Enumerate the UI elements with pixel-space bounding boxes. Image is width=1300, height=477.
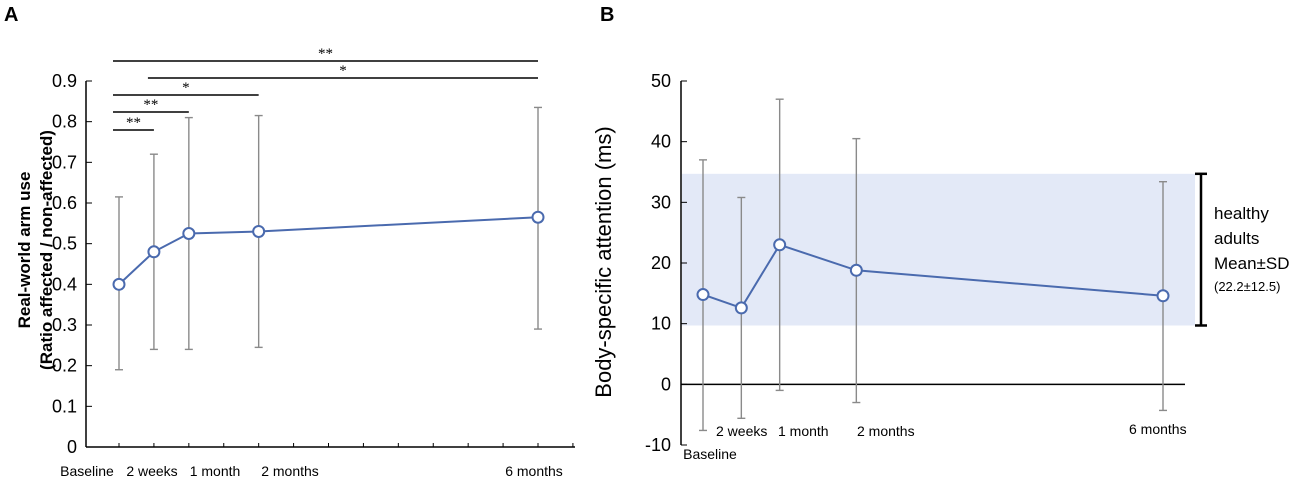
panel-a-significance-label: * — [339, 63, 347, 79]
panel-b-data-point — [849, 263, 863, 277]
panel-b-data-point — [773, 238, 787, 252]
panel-a-y-tick-label: 0.5 — [52, 234, 77, 254]
panel-b-y-label: Body-specific attention (ms) — [591, 126, 616, 397]
panel-a-data-point — [182, 227, 196, 240]
panel-a-y-tick-label: 0.8 — [52, 112, 77, 132]
panel-b-y-tick-label: -10 — [645, 435, 671, 455]
panel-a-data-point — [147, 245, 161, 259]
panel-a-x-category-label: Baseline — [60, 463, 114, 477]
panel-b-y-tick-label: 10 — [651, 314, 671, 334]
panel-a-x-category-label: 1 month — [190, 463, 241, 477]
panel-a-y-tick-label: 0.2 — [52, 356, 77, 376]
panel-a-y-tick-label: 0.6 — [52, 193, 77, 213]
panel-b-x-category-label: 1 month — [778, 423, 829, 439]
panel-b-data-point — [696, 288, 710, 302]
panel-a-y-label-line2: (Ratio affected / non-affected) — [37, 130, 56, 370]
healthy-label-line3: Mean±SD — [1214, 254, 1289, 273]
panel-b-y-label-text: Body-specific attention (ms) — [591, 126, 616, 397]
panel-b-plot: -10 0 10 20 30 40 50 Baseline 2 weeks 1 month 2 mo… — [645, 71, 1207, 462]
panel-a-significance-label: ** — [318, 46, 333, 62]
panel-a-significance-label: ** — [126, 115, 141, 131]
panel-a-significance-label: * — [182, 80, 190, 96]
healthy-label-line4: (22.2±12.5) — [1214, 279, 1280, 294]
panel-a-plot: 0 0.1 0.2 0.3 0.4 0.5 0.6 0.7 0.8 0.9 Baseline 2 we… — [52, 46, 575, 477]
panel-a-y-tick-label: 0.7 — [52, 152, 77, 172]
panel-a-y-label: Real-world arm use (Ratio affected / non… — [15, 130, 56, 370]
panel-b-y-tick-label: 0 — [661, 374, 671, 394]
panel-a-x-category-label: 2 months — [261, 463, 319, 477]
panel-b-x-category-label: Baseline — [683, 446, 737, 462]
panel-b-x-category-label: 6 months — [1129, 421, 1187, 437]
panel-a-y-label-line1: Real-world arm use — [15, 172, 34, 329]
panel-b-data-point — [1156, 289, 1170, 303]
panel-b-x-category-label: 2 weeks — [716, 423, 767, 439]
panel-b-data-point — [734, 301, 748, 315]
panel-b-healthy-reference-band — [682, 173, 1195, 326]
panel-b-y-tick-label: 30 — [651, 192, 671, 212]
panel-a-x-category-label: 2 weeks — [126, 463, 177, 477]
panel-a-y-tick-label: 0.4 — [52, 274, 77, 294]
panel-a-y-tick-label: 0.9 — [52, 71, 77, 91]
panel-a-series-line — [118, 216, 539, 286]
panel-a-data-point — [531, 210, 545, 224]
panel-a-y-tick-label: 0.1 — [52, 396, 77, 416]
panel-a-y-tick-label: 0 — [67, 437, 77, 457]
panel-b-y-tick-label: 20 — [651, 253, 671, 273]
healthy-label-line1: healthy — [1214, 204, 1269, 223]
panel-b-y-tick-label: 40 — [651, 132, 671, 152]
healthy-adults-annotation: healthy adults Mean±SD (22.2±12.5) — [1214, 204, 1289, 294]
panel-a-data-point — [112, 277, 126, 291]
panel-b-letter: B — [600, 4, 614, 26]
healthy-label-line2: adults — [1214, 229, 1259, 248]
panel-a-significance-label: ** — [143, 97, 158, 113]
panel-a-letter: A — [4, 4, 18, 26]
panel-a-data-point — [252, 224, 266, 238]
panel-b-y-tick-label: 50 — [651, 71, 671, 91]
panel-a-x-category-label: 6 months — [505, 463, 563, 477]
panel-b-x-category-label: 2 months — [857, 423, 915, 439]
panel-a-y-tick-label: 0.3 — [52, 315, 77, 335]
